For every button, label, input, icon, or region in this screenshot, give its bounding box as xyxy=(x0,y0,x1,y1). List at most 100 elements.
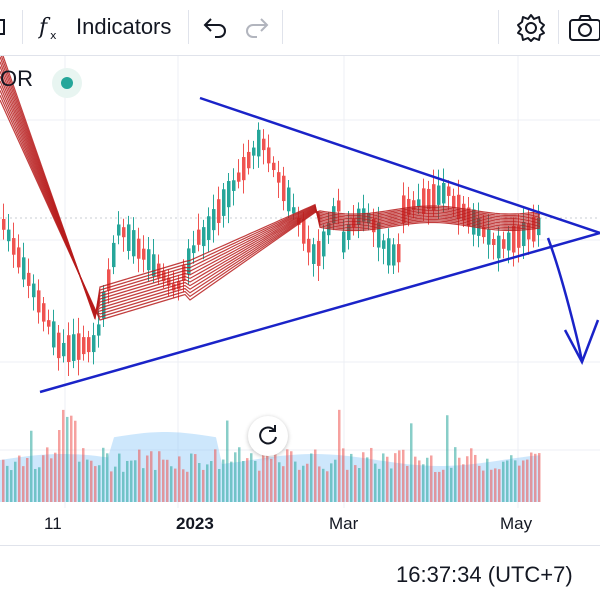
volume-bar xyxy=(434,471,437,502)
toolbar-divider xyxy=(558,10,559,44)
time-axis-label: 2023 xyxy=(176,514,214,533)
candle-body xyxy=(252,147,256,156)
candle-body xyxy=(217,199,221,223)
volume-bar xyxy=(422,464,425,502)
candle-body xyxy=(267,147,271,164)
candle-body xyxy=(212,209,216,231)
candle-body xyxy=(522,221,526,247)
volume-bar xyxy=(418,460,421,502)
candle-body xyxy=(72,334,76,361)
candle-body xyxy=(457,194,461,220)
redo-icon[interactable] xyxy=(244,16,270,43)
volume-bar xyxy=(514,460,517,502)
volume-bar xyxy=(430,455,433,502)
candle-body xyxy=(112,242,116,268)
volume-bar xyxy=(382,453,385,502)
volume-bar xyxy=(146,455,149,502)
candle-body xyxy=(2,219,6,230)
indicators-button[interactable]: Indicators xyxy=(76,14,172,39)
volume-bar xyxy=(294,461,297,502)
volume-bar xyxy=(90,460,93,502)
volume-bar xyxy=(82,448,85,502)
volume-bar xyxy=(118,453,121,502)
candle-body xyxy=(422,188,426,215)
volume-bar xyxy=(138,449,141,502)
volume-bar xyxy=(198,463,201,502)
candle-body xyxy=(392,244,396,266)
volume-bar xyxy=(414,456,417,502)
time-axis-label: 11 xyxy=(44,514,62,533)
clock-timezone[interactable]: 16:37:34 (UTC+7) xyxy=(396,562,573,587)
volume-bar xyxy=(18,455,21,502)
candle-body xyxy=(382,240,386,249)
chart-canvas[interactable] xyxy=(0,47,600,546)
candle-body xyxy=(482,226,486,238)
candle-body xyxy=(107,269,111,291)
volume-bar xyxy=(158,451,161,502)
volume-bar xyxy=(370,447,373,502)
candle-body xyxy=(162,271,166,282)
candle-body xyxy=(262,138,266,151)
volume-bar xyxy=(2,459,5,502)
candle-body xyxy=(37,290,41,313)
reset-chart-button[interactable] xyxy=(248,416,288,456)
volume-bar xyxy=(122,471,125,502)
volume-bar xyxy=(486,458,489,502)
volume-bar xyxy=(322,468,325,502)
candle-body xyxy=(157,263,161,278)
volume-bar xyxy=(458,457,461,502)
volume-bar xyxy=(450,467,453,502)
price-chart[interactable] xyxy=(0,47,600,546)
candle-body xyxy=(87,337,91,353)
volume-bar xyxy=(58,430,61,502)
volume-bar xyxy=(114,466,117,502)
candle-body xyxy=(432,184,436,211)
candle-body xyxy=(372,218,376,233)
volume-bar xyxy=(22,466,25,502)
volume-bar xyxy=(50,458,53,502)
volume-bar xyxy=(306,463,309,502)
volume-bar xyxy=(426,457,429,502)
candle-body xyxy=(447,186,451,196)
candle-body xyxy=(127,224,131,251)
volume-bar xyxy=(350,453,353,502)
candle-body xyxy=(227,181,231,208)
volume-bar xyxy=(446,415,449,502)
candle-body xyxy=(257,129,261,157)
candle-body xyxy=(232,180,236,191)
candle-body xyxy=(512,225,516,253)
candle-body xyxy=(527,223,531,240)
volume-bar xyxy=(278,462,281,502)
symbol-menu-icon[interactable] xyxy=(0,18,10,43)
function-icon[interactable]: f x xyxy=(37,14,64,47)
candle-body xyxy=(282,175,286,202)
volume-bar xyxy=(266,455,269,502)
volume-bar xyxy=(98,465,101,502)
moving-average-line xyxy=(0,47,541,320)
volume-bar xyxy=(462,464,465,502)
candle-body xyxy=(197,229,201,245)
volume-bar xyxy=(282,466,285,502)
candle-body xyxy=(122,227,126,238)
volume-bar xyxy=(518,465,521,502)
camera-icon[interactable] xyxy=(568,14,600,47)
candle-body xyxy=(47,320,51,327)
upper-trendline xyxy=(199,96,600,235)
candle-body xyxy=(147,249,151,271)
volume-bar xyxy=(310,453,313,502)
volume-bar xyxy=(474,454,477,502)
volume-bar xyxy=(270,458,273,502)
arrow-stroke xyxy=(546,237,584,363)
volume-bar xyxy=(142,468,145,502)
candle-body xyxy=(132,230,136,257)
time-axis[interactable]: 11 2023 Mar May xyxy=(0,508,600,540)
volume-bar xyxy=(534,453,537,502)
volume-bar xyxy=(454,447,457,502)
settings-gear-icon[interactable] xyxy=(515,12,547,49)
volume-bar xyxy=(226,420,229,502)
candle-body xyxy=(502,239,506,249)
candle-body xyxy=(347,224,351,240)
undo-icon[interactable] xyxy=(202,16,228,43)
symbol-label[interactable]: OR xyxy=(0,66,33,91)
candle-body xyxy=(192,245,196,254)
